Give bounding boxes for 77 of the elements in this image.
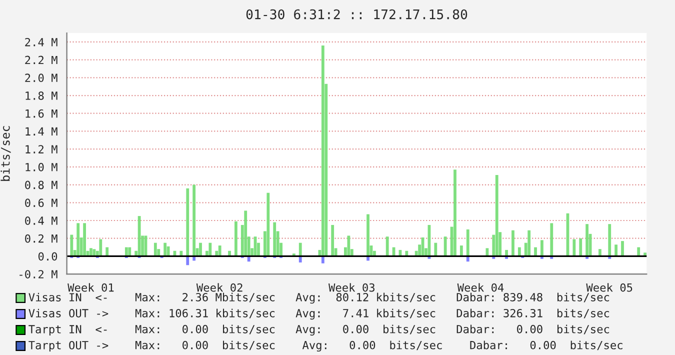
bar [486,248,489,256]
bar [244,210,248,256]
y-tick-label: 0.8 M [25,180,58,190]
x-tick-label: Week 02 [196,283,242,292]
legend-label: Tarpt IN <- [28,325,107,336]
bar [76,223,80,256]
y-tick-label: 2.0 M [25,74,58,82]
bar [298,242,302,256]
text: Max: 0.00 bits/sec Avg: 0.00 bits/sec Dabar: 0.00 bits/sec [135,324,610,336]
y-tick-label: 2.4 M [25,38,58,46]
bar [154,242,157,256]
legend-label: Visas OUT -> [28,308,108,318]
y-tick-label: 1.0 M [26,162,58,172]
bar [495,174,498,256]
bar [518,247,521,256]
y-axis-title: bits/sec [0,126,11,181]
y-tick-label: 1.4 M [26,127,58,136]
x-tick-label: Week 04 [457,283,504,292]
bar [164,242,167,256]
bar [218,245,222,256]
bar [586,224,589,256]
bar [192,184,196,256]
bar [83,223,86,256]
bar [331,224,334,256]
bar [454,170,456,256]
y-tick-label: 0.6 M [25,198,58,208]
bar [347,236,350,256]
bar [637,247,640,256]
bar [208,242,212,256]
bar [614,244,618,256]
y-tick-label: 0.4 M [25,216,58,225]
bar [99,239,102,256]
bar [138,216,141,256]
bar [579,238,582,256]
text: Max: 0.00 bits/sec Avg: 0.00 bits/sec Dabar: 0.00 bits/sec [135,340,622,352]
y-tick-label: -0.2 M [20,270,58,278]
y-tick-label: 1.6 M [26,109,58,118]
bar [466,229,470,256]
legend-label: Visas IN <- [28,292,107,302]
bar [434,242,438,256]
bar [444,236,447,256]
y-tick-label: 0.2 M [25,234,58,243]
bar [186,188,190,256]
y-tick-label: 2.2 M [25,56,58,64]
bar [366,214,370,256]
bar [128,247,132,256]
y-tick-label: 1.2 M [26,145,58,154]
bar [598,249,602,256]
bar [572,239,576,256]
bar [266,192,270,256]
x-tick-label: Week 01 [68,283,114,292]
bar [608,224,612,256]
bar [540,240,544,256]
bar [621,241,624,256]
x-tick-label: Week 05 [586,283,632,292]
bar [512,230,514,256]
bar [505,250,508,256]
bar [90,248,92,256]
text: Max: 106.31 kbits/sec Avg: 7.41 kbits/sec Dabar: 326.31 bits/sec [135,308,610,320]
bar [321,46,324,256]
bar [534,247,537,256]
bar [273,222,276,256]
bar [386,236,389,256]
bar [550,223,554,256]
y-tick-label: 1.8 M [26,92,58,100]
y-tick-label: 0.0 [38,252,58,261]
text: Max: 2.36 Mbits/sec Avg: 80.12 kbits/sec Dabar: 839.48 bits/sec [135,292,610,304]
bar [70,234,74,256]
legend-label: Tarpt OUT -> [28,340,108,352]
chart-title: 01-30 6:31:2 :: 172.17.15.80 [246,9,468,20]
bar [124,247,128,256]
bar [528,230,531,256]
x-tick-label: Week 03 [328,283,374,292]
bar [199,242,202,256]
bar [234,221,238,256]
bar [106,247,109,256]
bar [460,245,463,256]
